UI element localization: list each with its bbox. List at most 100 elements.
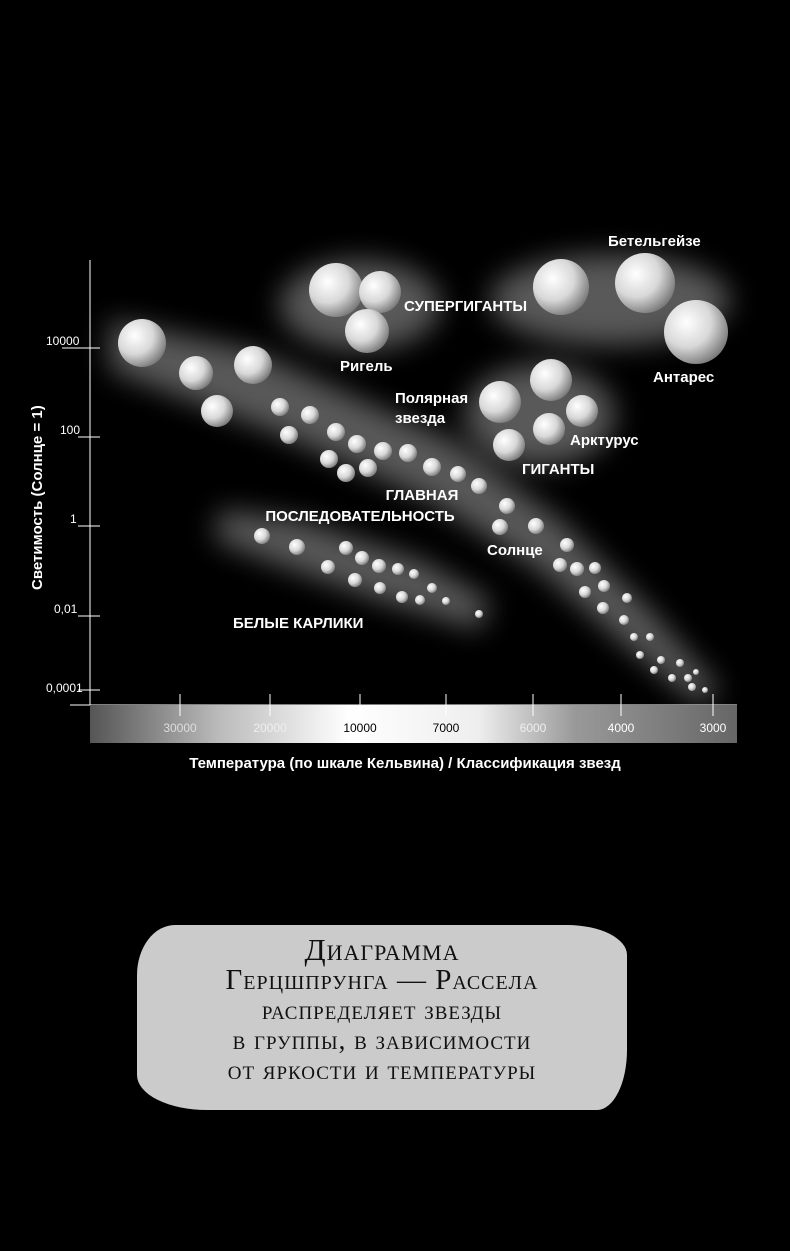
label-betelgeuse: Бетельгейзе	[608, 233, 701, 250]
star-dot	[499, 498, 515, 514]
star-dot	[339, 541, 353, 555]
x-tick-label: 10000	[343, 721, 377, 735]
star-dot	[533, 413, 565, 445]
x-tick-label: 6000	[520, 721, 547, 735]
y-tick-label: 1	[70, 512, 77, 526]
y-axis-label: Светимость (Солнце = 1)	[29, 405, 46, 590]
caption-line: распределяет звезды	[261, 995, 503, 1025]
label-supergiants: СУПЕРГИГАНТЫ	[404, 298, 527, 315]
star-dot	[570, 562, 584, 576]
caption-line: Диаграмма	[304, 932, 460, 967]
star-dot	[693, 669, 699, 675]
star-dot	[392, 563, 404, 575]
star-dot	[450, 466, 466, 482]
star-dot	[280, 426, 298, 444]
star-dot	[471, 478, 487, 494]
label-white-dwarfs: БЕЛЫЕ КАРЛИКИ	[233, 615, 363, 632]
star-dot	[254, 528, 270, 544]
star-dot	[668, 674, 676, 682]
temperature-bar	[90, 705, 737, 743]
white-dwarfs-glow	[215, 510, 490, 630]
label-polaris: звезда	[395, 410, 446, 427]
x-axis-label: Температура (по шкале Кельвина) / Класси…	[189, 755, 621, 772]
y-ticks: 10000 100 1 0,01 0,0001	[46, 334, 100, 695]
star-dot	[664, 300, 728, 364]
star-dot	[442, 597, 450, 605]
y-tick-label: 0,0001	[46, 681, 83, 695]
star-dot	[493, 429, 525, 461]
star-dot	[327, 423, 345, 441]
x-tick-label: 3000	[700, 721, 727, 735]
star-dot	[359, 459, 377, 477]
caption-box: Диаграмма Герцшпрунга — Рассела распреде…	[137, 925, 627, 1110]
star-dot	[597, 602, 609, 614]
star-dot	[676, 659, 684, 667]
star-dot	[374, 442, 392, 460]
star-dot	[309, 263, 363, 317]
star-dot	[528, 518, 544, 534]
x-tick-label: 7000	[433, 721, 460, 735]
star-dot	[598, 580, 610, 592]
star-dot	[289, 539, 305, 555]
y-tick-label: 0,01	[54, 602, 78, 616]
star-dot	[560, 538, 574, 552]
star-dot	[372, 559, 386, 573]
star-dot	[530, 359, 572, 401]
x-tick-label: 20000	[253, 721, 287, 735]
label-giants: ГИГАНТЫ	[522, 461, 594, 478]
star-dot	[479, 381, 521, 423]
star-dot	[396, 591, 408, 603]
star-dot	[702, 687, 708, 693]
star-dot	[348, 573, 362, 587]
star-dot	[688, 683, 696, 691]
star-dot	[553, 558, 567, 572]
star-dot	[427, 583, 437, 593]
star-dot	[355, 551, 369, 565]
star-dot	[201, 395, 233, 427]
star-dot	[301, 406, 319, 424]
star-dot	[615, 253, 675, 313]
star-dot	[684, 674, 692, 682]
label-main-sequence: ПОСЛЕДОВАТЕЛЬНОСТЬ	[265, 508, 455, 525]
star-dot	[423, 458, 441, 476]
x-tick-label: 4000	[608, 721, 635, 735]
label-main-sequence: ГЛАВНАЯ	[386, 487, 459, 504]
caption-line: Герцшпрунга — Рассела	[225, 964, 539, 996]
star-dot	[321, 560, 335, 574]
star-dot	[234, 346, 272, 384]
stars	[118, 253, 728, 693]
star-dot	[475, 610, 483, 618]
star-dot	[622, 593, 632, 603]
main-sequence-glow	[110, 320, 720, 705]
star-dot	[359, 271, 401, 313]
star-dot	[533, 259, 589, 315]
star-dot	[566, 395, 598, 427]
star-dot	[579, 586, 591, 598]
star-dot	[374, 582, 386, 594]
star-dot	[646, 633, 654, 641]
star-dot	[118, 319, 166, 367]
star-dot	[179, 356, 213, 390]
star-dot	[399, 444, 417, 462]
hr-diagram: 10000 100 1 0,01 0,0001 Светимость (Солн…	[29, 233, 737, 772]
y-tick-label: 100	[60, 423, 80, 437]
star-dot	[636, 651, 644, 659]
x-tick-label: 30000	[163, 721, 197, 735]
star-dot	[492, 519, 508, 535]
star-dot	[320, 450, 338, 468]
label-rigel: Ригель	[340, 358, 393, 375]
star-dot	[271, 398, 289, 416]
star-dot	[337, 464, 355, 482]
star-dot	[657, 656, 665, 664]
label-arcturus: Арктурус	[570, 432, 639, 449]
label-polaris: Полярная	[395, 390, 468, 407]
star-dot	[619, 615, 629, 625]
y-tick-label: 10000	[46, 334, 80, 348]
caption-line: от яркости и температуры	[227, 1055, 537, 1085]
star-dot	[415, 595, 425, 605]
x-ticks: 30000 20000 10000 7000 6000 4000 3000	[163, 694, 727, 735]
label-sun: Солнце	[487, 542, 543, 559]
star-dot	[348, 435, 366, 453]
star-dot	[589, 562, 601, 574]
star-dot	[409, 569, 419, 579]
